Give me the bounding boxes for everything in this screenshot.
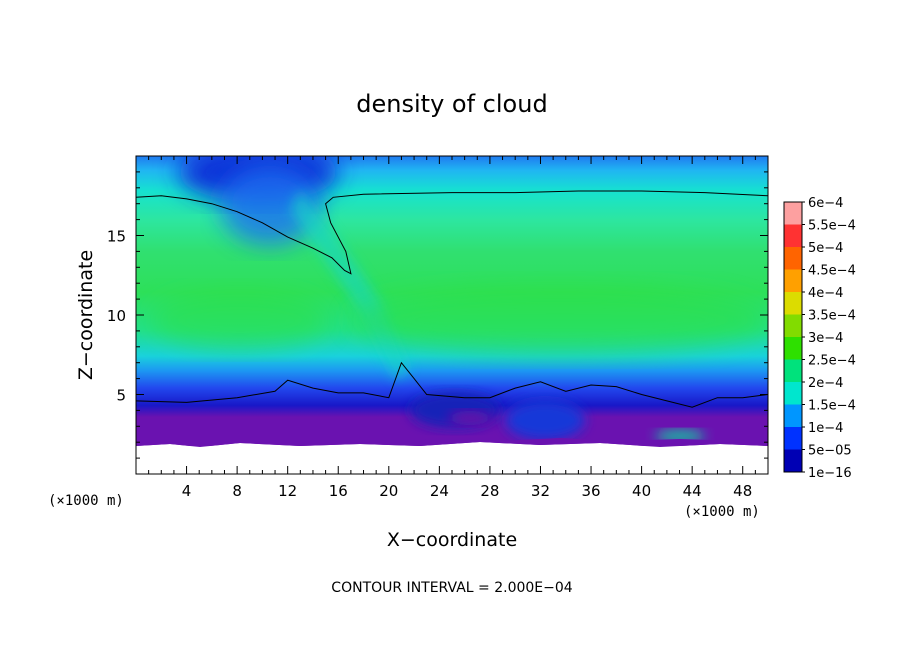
low-level-blue-patch (505, 400, 585, 440)
colorbar-swatch (784, 314, 802, 338)
contour-line-upper (136, 190, 768, 275)
colorbar-label: 6e−4 (808, 196, 843, 211)
colorbar-label: 2e−4 (808, 376, 843, 391)
chart-title: density of cloud (356, 90, 547, 118)
low-level-purple-patch (448, 411, 492, 425)
y-tick-label: 10 (107, 307, 126, 325)
x-tick-label: 48 (733, 482, 752, 500)
colorbar-label: 1e−4 (808, 421, 843, 436)
colorbar-swatch (784, 449, 802, 473)
y-axis-label: Z−coordinate (75, 250, 97, 380)
colorbar-swatch (784, 359, 802, 383)
colorbar-swatch (784, 382, 802, 405)
colorbar: 6e−4 5.5e−4 5e−4 4.5e−4 4e−4 3.5e−4 3e−4 2.5e−4… (783, 196, 856, 481)
x-tick-label: 40 (632, 482, 651, 500)
x-tick-label: 32 (531, 482, 550, 500)
y-tick-label: 15 (107, 228, 126, 246)
x-axis-label: X−coordinate (387, 529, 517, 551)
x-tick-label: 44 (683, 482, 702, 500)
colorbar-label: 4.5e−4 (808, 264, 856, 279)
colorbar-label: 1.5e−4 (808, 399, 856, 414)
y-tick-label: 5 (116, 387, 126, 405)
colorbar-label: 3.5e−4 (808, 309, 856, 324)
plot-area (136, 156, 768, 474)
x-tick-label: 8 (232, 482, 242, 500)
colorbar-swatch (784, 337, 802, 360)
x-tick-label: 20 (379, 482, 398, 500)
colorbar-swatch (784, 292, 802, 315)
upper-low-density-lobe (220, 165, 320, 245)
surface-purple-layer (136, 438, 768, 447)
x-unit-label-right: (×1000 m) (684, 504, 760, 520)
x-tick-label: 12 (278, 482, 297, 500)
colorbar-label: 1e−16 (808, 466, 852, 481)
colorbar-swatch (784, 224, 802, 248)
colorbar-label: 4e−4 (808, 286, 843, 301)
x-tick-label: 36 (581, 482, 600, 500)
mid-level-green-band-left (150, 290, 330, 350)
colorbar-label: 2.5e−4 (808, 354, 856, 369)
mid-level-green-band (350, 285, 768, 355)
colorbar-swatch (784, 247, 802, 270)
colorbar-label: 5e−4 (808, 241, 843, 256)
x-unit-label-left: (×1000 m) (48, 493, 124, 509)
contour-line-lower (136, 361, 768, 408)
contour-interval-note: CONTOUR INTERVAL = 2.000E−04 (331, 580, 572, 596)
x-tick-label: 24 (430, 482, 449, 500)
ground-region (136, 442, 768, 474)
low-level-cyan-spot (655, 430, 705, 442)
colorbar-label: 5.5e−4 (808, 219, 856, 234)
colorbar-swatch (784, 404, 802, 428)
y-axis: 5 10 15 (107, 171, 768, 459)
x-tick-label: 16 (329, 482, 348, 500)
x-axis: 4 8 12 16 20 24 28 32 36 40 44 48 (148, 156, 756, 500)
colorbar-swatch (784, 202, 802, 225)
colorbar-swatch (784, 427, 802, 450)
x-tick-label: 4 (182, 482, 192, 500)
colorbar-swatch (784, 269, 802, 293)
colorbar-label: 3e−4 (808, 331, 843, 346)
x-tick-label: 28 (480, 482, 499, 500)
colorbar-label: 5e−05 (808, 444, 852, 459)
